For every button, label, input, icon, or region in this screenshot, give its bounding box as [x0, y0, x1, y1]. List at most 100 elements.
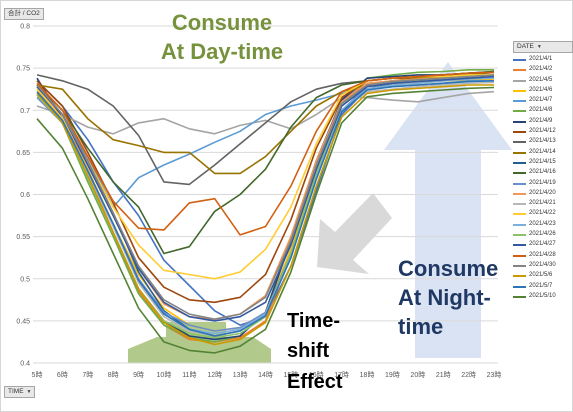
series-line [36, 84, 494, 346]
y-tick-label: 0.55 [16, 234, 30, 241]
legend-label: 2021/4/27 [529, 241, 556, 248]
legend-swatch [513, 59, 526, 61]
series-line [36, 90, 495, 135]
y-tick-label: 0.45 [16, 318, 30, 325]
y-field-button[interactable]: 合計 / CO2 [4, 8, 44, 20]
legend-label: 2021/4/12 [529, 128, 556, 135]
series-line [36, 80, 495, 337]
legend-swatch [513, 172, 526, 175]
legend-swatch [513, 79, 526, 82]
legend-title: DATE [517, 43, 534, 50]
legend-swatch [513, 223, 526, 226]
legend-swatch [513, 120, 526, 123]
x-tick-label: 11時 [182, 371, 196, 379]
annotation-text: time [398, 314, 443, 339]
legend-swatch [513, 110, 526, 113]
legend-label: 2021/4/7 [529, 97, 553, 104]
x-tick-label: 6時 [57, 371, 68, 379]
legend-label: 2021/4/20 [529, 189, 556, 196]
legend-label: 2021/4/28 [529, 251, 556, 258]
legend-label: 2021/4/9 [529, 117, 553, 124]
series-line [36, 86, 495, 354]
legend-swatch [513, 264, 526, 267]
legend-swatch [513, 234, 526, 237]
x-tick-label: 8時 [108, 371, 119, 379]
dropdown-arrow-icon: ▼ [26, 389, 32, 395]
legend-label: 2021/4/30 [529, 261, 556, 268]
x-tick-label: 10時 [157, 371, 172, 379]
legend-swatch [513, 100, 526, 103]
legend-swatch [513, 182, 526, 185]
legend-label: 2021/4/14 [529, 148, 556, 155]
series-line [36, 71, 495, 236]
annotation-text: Effect [287, 371, 343, 393]
x-filter-button[interactable]: TIME ▼ [4, 386, 36, 398]
annotation-text: At Night- [398, 285, 491, 310]
series-lines [36, 69, 495, 354]
x-tick-label: 14時 [258, 371, 273, 379]
annotation-text: Consume [398, 256, 498, 281]
legend-label: 2021/5/6 [529, 272, 553, 279]
shift-arrow-icon [128, 322, 271, 363]
legend-swatch [513, 254, 526, 257]
y-tick-label: 0.7 [20, 108, 30, 115]
legend-label: 2021/4/15 [529, 158, 556, 165]
legend-label: 2021/4/13 [529, 138, 556, 145]
legend-swatch [513, 244, 526, 247]
x-tick-label: 15時 [283, 371, 298, 379]
legend-swatch [513, 151, 526, 154]
legend-label: 2021/4/22 [529, 210, 556, 217]
x-tick-label: 13時 [233, 371, 248, 379]
legend-filter-button[interactable]: DATE ▼ [513, 41, 573, 53]
x-tick-label: 5時 [32, 371, 43, 379]
annotation-text: At Day-time [161, 39, 283, 64]
x-tick-label: 21時 [436, 371, 451, 379]
legend-label: 2021/4/23 [529, 220, 556, 227]
series-line [36, 71, 495, 175]
y-tick-label: 0.4 [20, 361, 30, 368]
legend-swatch [513, 161, 526, 164]
y-tick-label: 0.6 [20, 192, 30, 199]
gridlines [33, 25, 498, 364]
annotation-text: shift [287, 340, 330, 362]
legend-label: 2021/4/1 [529, 56, 553, 62]
x-filter-label: TIME [8, 388, 24, 395]
down-left-arrow-icon [317, 193, 392, 274]
legend-label: 2021/4/21 [529, 200, 556, 207]
annotation-text: Time- [287, 310, 340, 332]
x-tick-label: 22時 [461, 371, 476, 379]
legend-swatch [513, 141, 526, 144]
x-tick-label: 16時 [309, 371, 324, 379]
annotation-text: Consume [172, 10, 272, 35]
legend-swatch [513, 89, 526, 92]
legend-swatch [513, 285, 526, 288]
legend-label: 2021/4/16 [529, 169, 556, 176]
legend-swatch [513, 203, 526, 206]
legend-swatch [513, 213, 526, 216]
y-field-label: 合計 / CO2 [8, 10, 40, 17]
annotation-texts: Consume At Day-time Consume At Night-time Ti… [161, 10, 498, 393]
legend-label: 2021/4/6 [529, 86, 553, 93]
annotation-arrows [128, 62, 512, 363]
legend-label: 2021/4/5 [529, 76, 553, 83]
x-tick-label: 19時 [385, 371, 400, 379]
legend-label: 2021/5/7 [529, 282, 553, 289]
y-tick-label: 0.8 [20, 24, 30, 31]
series-line [36, 74, 495, 320]
legend-swatch [513, 295, 526, 298]
x-tick-label: 12時 [207, 371, 222, 379]
up-arrow-icon [384, 62, 512, 358]
x-tick-label: 9時 [133, 371, 144, 379]
y-tick-label: 0.75 [16, 66, 30, 73]
legend-label: 2021/4/2 [529, 66, 553, 73]
y-axis-ticks: 0.8 0.75 0.7 0.65 0.6 0.55 0.5 0.45 0.4 [16, 24, 30, 368]
legend-label: 2021/4/26 [529, 231, 556, 238]
legend-swatch [513, 131, 526, 134]
legend-label: 2021/5/10 [529, 292, 556, 299]
legend-swatch [513, 192, 526, 195]
series-line [36, 75, 495, 322]
y-tick-label: 0.65 [16, 150, 30, 157]
legend-swatch [513, 275, 526, 278]
x-tick-label: 17時 [334, 371, 349, 379]
